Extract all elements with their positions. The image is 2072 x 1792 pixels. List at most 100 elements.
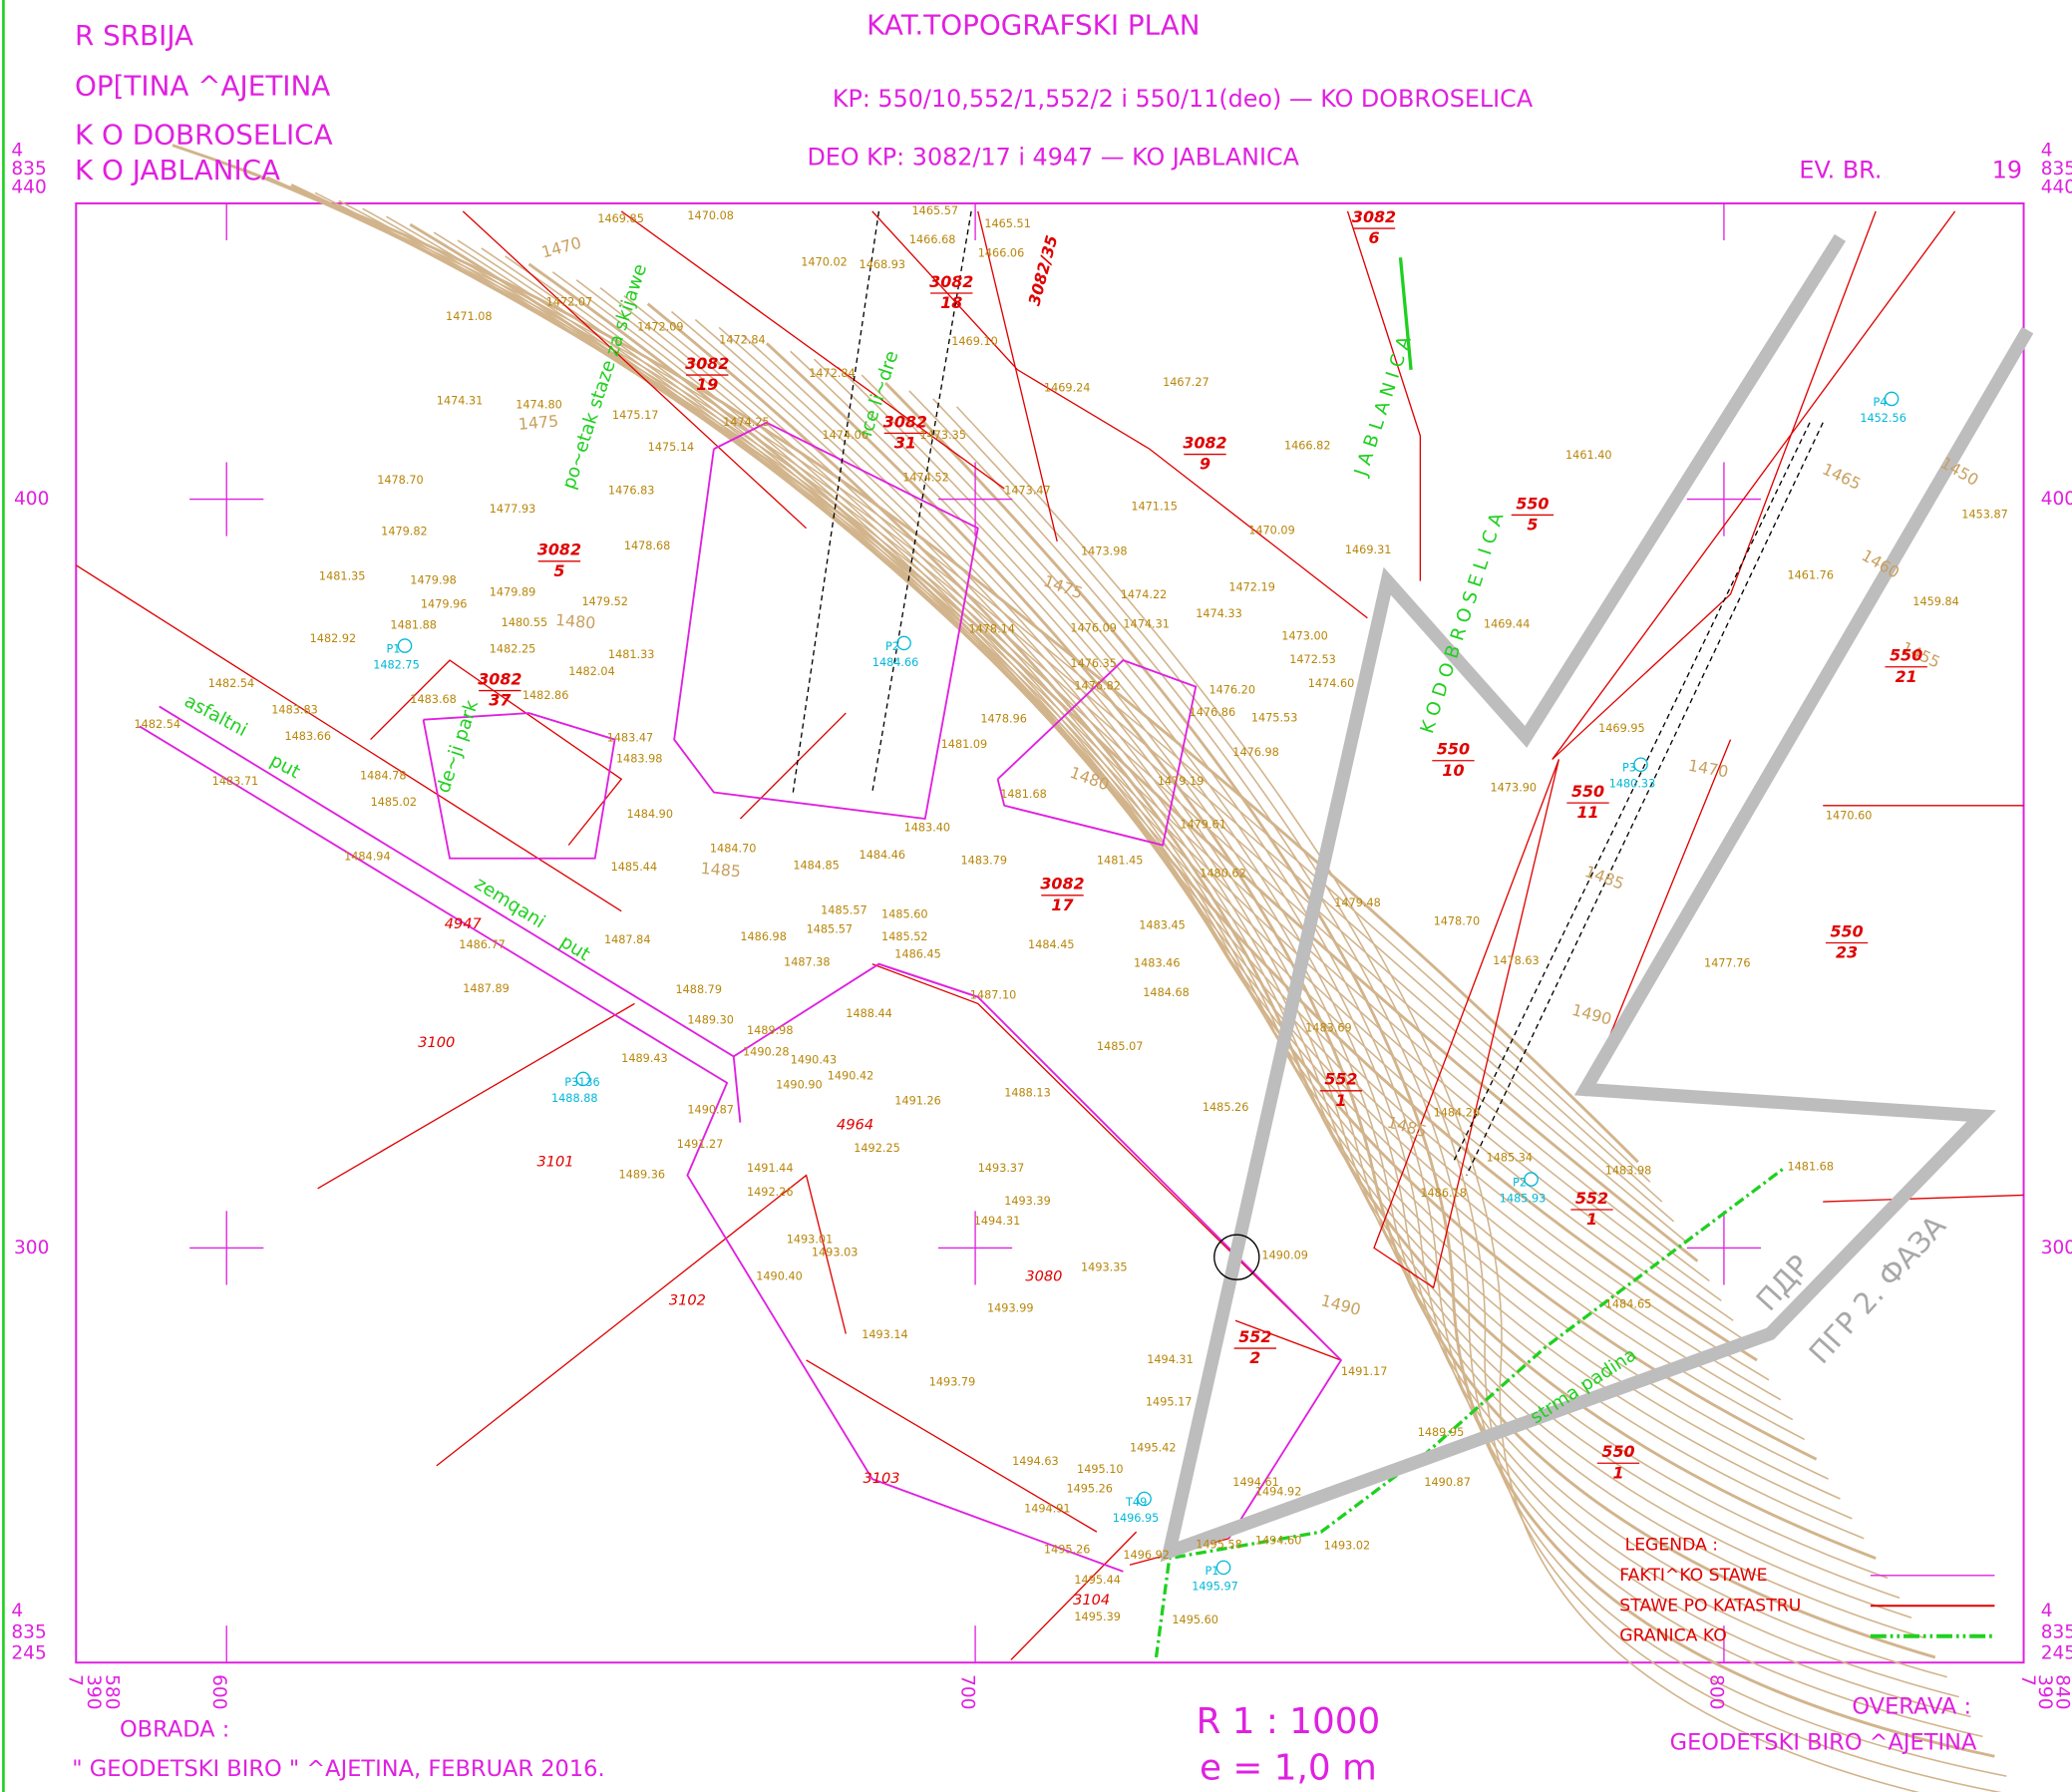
annotation: asfaltni bbox=[180, 691, 250, 742]
elevation: 1473.98 bbox=[1081, 545, 1128, 558]
elevation: 1487.10 bbox=[970, 988, 1017, 1001]
elevation: 1490.90 bbox=[776, 1079, 823, 1092]
elevation: 1490.40 bbox=[756, 1270, 803, 1283]
elevation: 1472.19 bbox=[1228, 580, 1275, 593]
contour-label: 1470 bbox=[1687, 756, 1730, 782]
elevation: 1485.52 bbox=[881, 930, 928, 943]
elevation: 1494.31 bbox=[974, 1215, 1021, 1228]
parcel-sub: 1 bbox=[1335, 1091, 1346, 1110]
elevation: 1478.70 bbox=[1434, 914, 1481, 927]
parcel-number: 3082 bbox=[929, 272, 973, 291]
coord-label: 245 bbox=[2041, 1642, 2072, 1663]
elevation: 1481.45 bbox=[1097, 854, 1144, 867]
contour-label: 1485 bbox=[1582, 862, 1626, 894]
coord-label: 400 bbox=[14, 489, 49, 510]
legend-title: LEGENDA : bbox=[1625, 1535, 1719, 1555]
point-elevation: 1484.66 bbox=[872, 656, 919, 669]
elevation: 1489.95 bbox=[1418, 1426, 1465, 1439]
coord-label: 835 bbox=[11, 1621, 46, 1642]
elevation: 1476.35 bbox=[1070, 657, 1117, 670]
parcel-number: 3082 bbox=[537, 540, 581, 559]
elevation: 1469.85 bbox=[597, 212, 644, 225]
elevation: 1484.70 bbox=[710, 842, 757, 855]
elevation: 1471.15 bbox=[1131, 501, 1178, 514]
elevation: 1478.63 bbox=[1493, 954, 1540, 967]
point-elevation: 1488.88 bbox=[551, 1092, 598, 1105]
elevation: 1465.57 bbox=[912, 204, 959, 217]
parcel-line bbox=[463, 211, 806, 529]
elevation: 1494.60 bbox=[1255, 1534, 1302, 1547]
parcel-sub: 37 bbox=[489, 691, 512, 710]
parcel-number: 550 bbox=[1831, 921, 1864, 940]
elevation: 1476.09 bbox=[1070, 621, 1117, 634]
annotation: de~ji park bbox=[433, 697, 483, 795]
ev-number: 19 bbox=[1992, 157, 2022, 184]
contour-label: 1465 bbox=[1820, 460, 1865, 494]
elevation: 1483.40 bbox=[904, 821, 951, 834]
elevation: 1470.09 bbox=[1248, 524, 1295, 537]
point-name: P2 bbox=[885, 640, 899, 653]
header-line: R SRBIJA bbox=[75, 19, 193, 52]
elevation: 1479.98 bbox=[410, 574, 457, 587]
elevation: 1474.80 bbox=[516, 399, 562, 412]
parcel-sub: 18 bbox=[940, 293, 962, 312]
subtitle: DEO KP: 3082/17 i 4947 — KO JABLANICA bbox=[807, 143, 1299, 171]
point-elevation: 1452.56 bbox=[1860, 412, 1906, 425]
elevation: 1490.87 bbox=[687, 1104, 734, 1117]
contour bbox=[339, 200, 1721, 1300]
elevation: 1490.42 bbox=[828, 1069, 874, 1082]
elevation: 1495.39 bbox=[1074, 1611, 1121, 1623]
parcel-sub: 1 bbox=[1612, 1463, 1623, 1482]
elevation: 1486.77 bbox=[459, 938, 506, 951]
parcel-number: 3082 bbox=[883, 412, 927, 431]
footer-label: OBRADA : bbox=[120, 1716, 229, 1742]
elevation: 1479.19 bbox=[1158, 775, 1205, 788]
coord-label: 840 bbox=[2051, 1674, 2072, 1709]
elevation: 1475.53 bbox=[1251, 711, 1298, 724]
elevation: 1483.69 bbox=[1305, 1022, 1352, 1035]
elevation: 1483.83 bbox=[271, 703, 318, 716]
elevation: 1461.40 bbox=[1565, 449, 1612, 462]
elevation: 1495.58 bbox=[1196, 1538, 1242, 1551]
lot-number: 3102 bbox=[669, 1291, 706, 1308]
contour-label: 1475 bbox=[518, 411, 559, 433]
elevation: 1481.09 bbox=[941, 738, 988, 751]
parcel-number: 3082 bbox=[1183, 433, 1226, 452]
elevation: 1483.79 bbox=[961, 854, 1008, 867]
coord-label: 580 bbox=[102, 1674, 123, 1709]
elevation: 1488.44 bbox=[846, 1007, 892, 1020]
elevation: 1476.82 bbox=[1074, 680, 1121, 693]
elevation: 1487.38 bbox=[784, 955, 831, 968]
elevation: 1483.98 bbox=[1605, 1165, 1652, 1178]
elevation: 1461.76 bbox=[1787, 568, 1834, 581]
elevation: 1495.44 bbox=[1074, 1574, 1121, 1587]
elevation: 1484.68 bbox=[1143, 986, 1190, 999]
lot-number: 3100 bbox=[418, 1034, 455, 1051]
elevation: 1482.25 bbox=[490, 643, 536, 656]
elevation: 1472.84 bbox=[809, 367, 856, 380]
elevation: 1474.25 bbox=[723, 416, 770, 429]
elevation: 1482.92 bbox=[310, 632, 357, 645]
coord-label: 440 bbox=[11, 178, 46, 198]
elevation: 1465.51 bbox=[984, 217, 1031, 230]
elevation: 1472.07 bbox=[546, 295, 593, 308]
elevation: 1494.91 bbox=[1024, 1503, 1071, 1516]
elevation: 1479.61 bbox=[1180, 819, 1226, 832]
elevation: 1469.31 bbox=[1345, 543, 1392, 556]
header-line: K O JABLANICA bbox=[75, 154, 280, 186]
elevation: 1484.65 bbox=[1605, 1297, 1652, 1310]
elevation: 1492.26 bbox=[747, 1186, 794, 1199]
elevation: 1474.52 bbox=[902, 471, 949, 484]
elevation: 1474.31 bbox=[1123, 617, 1170, 630]
elevation: 1493.01 bbox=[787, 1233, 834, 1246]
coord-label: 835 bbox=[2041, 1621, 2072, 1642]
elevation: 1494.92 bbox=[1255, 1485, 1302, 1498]
elevation: 1485.34 bbox=[1487, 1151, 1534, 1164]
elevation: 1495.60 bbox=[1172, 1613, 1218, 1626]
contour-label: 1480 bbox=[554, 610, 596, 632]
legend-label: FAKTI^KO STAWE bbox=[1619, 1566, 1767, 1586]
elevation: 1466.82 bbox=[1284, 440, 1331, 453]
elevation: 1495.10 bbox=[1077, 1463, 1124, 1476]
elevation: 1477.93 bbox=[490, 503, 536, 516]
parcel-number: 3082/35 bbox=[1024, 233, 1061, 308]
